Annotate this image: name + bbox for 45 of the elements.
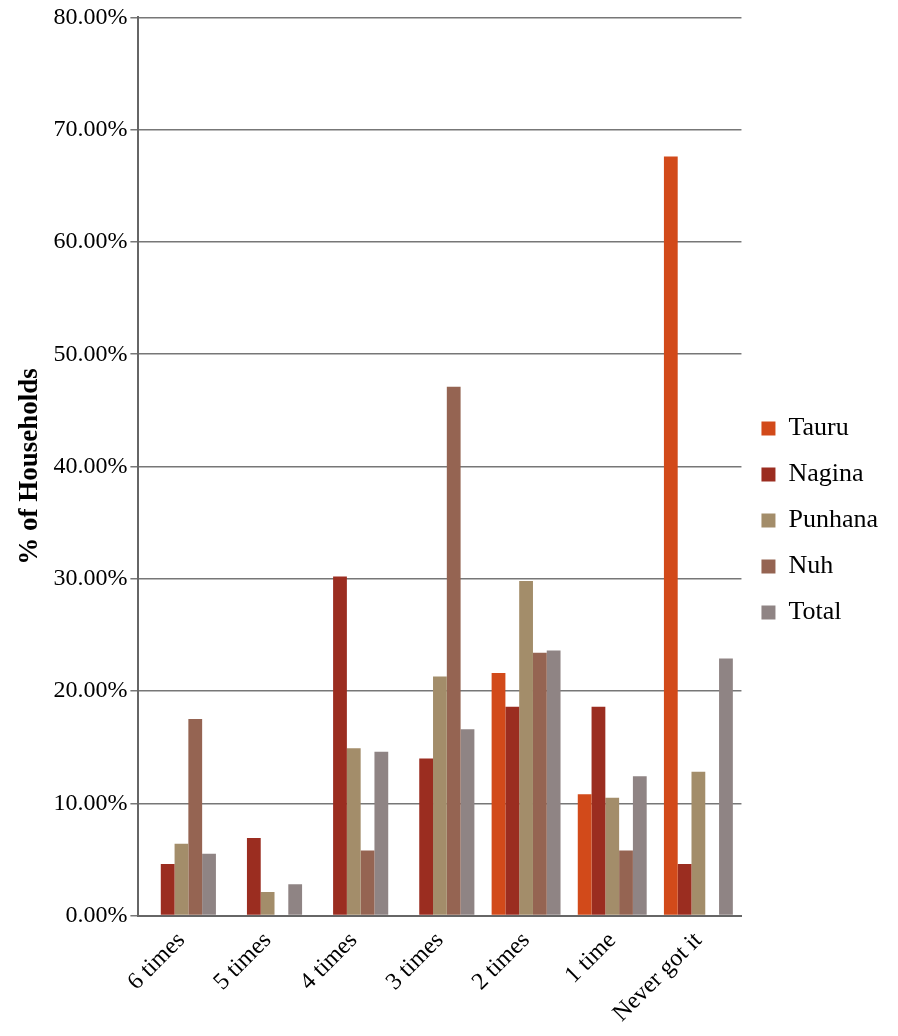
bar bbox=[663, 156, 678, 915]
legend-label: Nuh bbox=[788, 550, 834, 580]
bar bbox=[160, 863, 175, 915]
bar bbox=[419, 758, 434, 915]
bar bbox=[591, 706, 606, 915]
bar bbox=[360, 850, 375, 915]
bar bbox=[632, 776, 647, 915]
bar bbox=[288, 884, 303, 915]
bar bbox=[505, 706, 520, 915]
y-tick-label: 40.00% bbox=[53, 451, 128, 478]
y-tick-label: 50.00% bbox=[53, 339, 128, 366]
legend-label: Punhana bbox=[788, 504, 879, 534]
y-tick-label: 10.00% bbox=[53, 788, 128, 815]
bar bbox=[446, 386, 461, 915]
bar bbox=[174, 843, 189, 915]
y-tick-label: 60.00% bbox=[53, 227, 128, 254]
bar bbox=[519, 581, 533, 915]
bar bbox=[460, 729, 475, 915]
bar bbox=[374, 751, 389, 915]
legend-label: Tauru bbox=[788, 412, 849, 442]
legend-label: Total bbox=[788, 596, 842, 626]
bar bbox=[619, 850, 633, 915]
y-tick-label: 30.00% bbox=[53, 564, 128, 591]
bar bbox=[691, 771, 706, 915]
x-tick-label: 1 time bbox=[558, 926, 621, 988]
bar bbox=[202, 853, 216, 915]
bar bbox=[491, 673, 506, 915]
bar bbox=[246, 838, 261, 915]
y-tick-label: 0.00% bbox=[65, 900, 128, 927]
bar bbox=[188, 719, 203, 915]
bar bbox=[546, 650, 561, 915]
y-tick-label: 80.00% bbox=[53, 2, 128, 29]
bar bbox=[677, 863, 692, 915]
bar bbox=[605, 797, 620, 915]
bar bbox=[333, 576, 347, 915]
bar bbox=[433, 676, 447, 915]
legend-label: Nagina bbox=[788, 458, 864, 488]
bar bbox=[577, 794, 592, 915]
y-tick-label: 70.00% bbox=[53, 114, 128, 141]
bar bbox=[532, 652, 547, 915]
y-tick-label: 20.00% bbox=[53, 676, 128, 703]
bar bbox=[260, 892, 275, 915]
bar bbox=[346, 748, 361, 915]
bar bbox=[719, 658, 733, 915]
y-axis-title: % of Households bbox=[13, 368, 44, 565]
